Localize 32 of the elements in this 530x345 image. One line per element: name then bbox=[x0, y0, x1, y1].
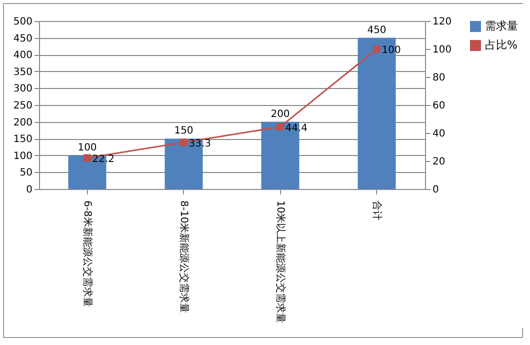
y-tick-label: 350 bbox=[13, 66, 32, 78]
x-tick-label: 6-8米新能源公交需求量 bbox=[81, 200, 94, 307]
point bbox=[373, 45, 380, 53]
y2-tick-label: 0 bbox=[432, 184, 439, 196]
point bbox=[180, 138, 188, 146]
legend-label: 占比% bbox=[485, 38, 518, 52]
data-label: 200 bbox=[270, 108, 290, 120]
legend-label: 需求量 bbox=[485, 20, 518, 32]
y-tick-label: 200 bbox=[13, 117, 32, 128]
point bbox=[84, 154, 91, 162]
y-tick-label: 250 bbox=[13, 100, 32, 112]
y2-tick-label: 100 bbox=[432, 44, 452, 56]
y-tick-label: 450 bbox=[13, 33, 32, 44]
y2-tick-label: 120 bbox=[432, 16, 452, 28]
y-tick-label: 50 bbox=[20, 168, 32, 179]
x-tick-label: 10米以上新能源公交需求量 bbox=[274, 200, 286, 324]
y-tick-label: 100 bbox=[13, 150, 32, 162]
y2-tick-label: 40 bbox=[432, 128, 446, 140]
x-tick-label: 8-10米新能源公交需求量 bbox=[178, 200, 190, 314]
y-tick-label: 500 bbox=[13, 16, 32, 28]
y2-tick-label: 60 bbox=[432, 100, 446, 112]
data-label: 100 bbox=[78, 142, 97, 154]
y-tick-label: 150 bbox=[13, 134, 32, 146]
data-label: 150 bbox=[174, 126, 194, 137]
y2-tick-label: 20 bbox=[432, 156, 446, 168]
data-label: 450 bbox=[367, 24, 386, 36]
y-tick-label: 400 bbox=[13, 50, 32, 62]
y2-tick-label: 80 bbox=[432, 72, 446, 84]
y-tick-label: 300 bbox=[13, 84, 32, 95]
y-tick-label: 0 bbox=[26, 184, 32, 196]
point bbox=[276, 123, 284, 131]
x-tick-label: 合计 bbox=[370, 200, 383, 220]
